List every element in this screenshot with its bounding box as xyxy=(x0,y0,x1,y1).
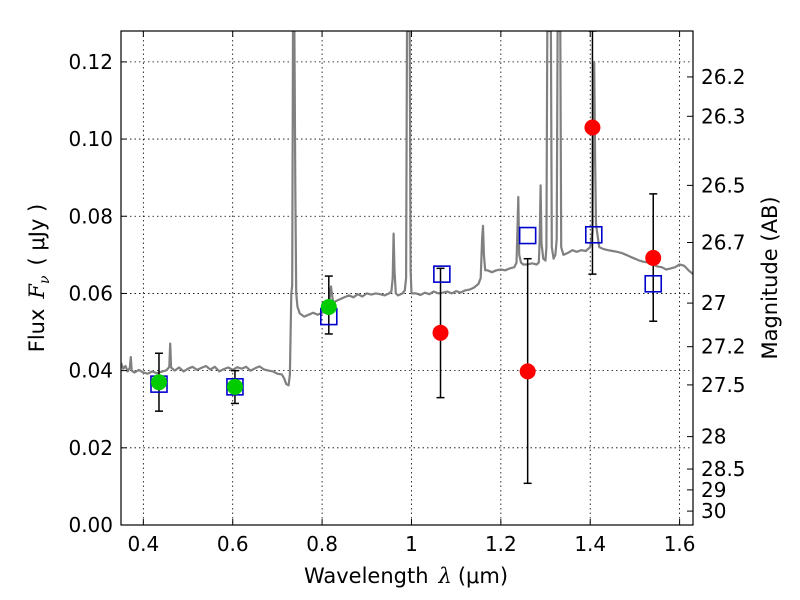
model-photometry-square xyxy=(433,265,451,283)
y2-tick-label: 27.5 xyxy=(701,373,746,397)
x-axis-label: Wavelength λ (μm) xyxy=(304,564,508,588)
observed-photometry-point xyxy=(320,298,337,315)
observed-photometry xyxy=(150,119,662,395)
x-tick-label: 1.2 xyxy=(485,532,517,556)
plot-frame xyxy=(120,30,694,526)
y-tick-label: 0.12 xyxy=(68,50,113,74)
spectrum-line xyxy=(121,31,693,387)
y2-tick-label: 27 xyxy=(701,291,726,315)
y-tick-label: 0.08 xyxy=(68,204,113,228)
y2-tick-label: 26.2 xyxy=(701,65,746,89)
y2-tick-label: 26.7 xyxy=(701,230,746,254)
x-tick-label: 1 xyxy=(405,532,418,556)
observed-photometry-point xyxy=(584,119,601,136)
y2-tick-label: 27.2 xyxy=(701,335,746,359)
x-tick-label: 0.8 xyxy=(306,532,338,556)
model-photometry-square xyxy=(518,226,537,245)
y2-axis-label: Magnitude (AB) xyxy=(758,196,782,359)
y2-tick-label: 26.3 xyxy=(701,104,746,128)
observed-photometry-point xyxy=(645,249,662,266)
y2-tick-label: 29 xyxy=(701,478,726,502)
y-tick-label: 0.02 xyxy=(68,436,113,460)
model-spectrum xyxy=(121,31,693,387)
x-tick-label: 0.4 xyxy=(127,532,159,556)
y2-tick-label: 26.5 xyxy=(701,173,746,197)
y-tick-label: 0.04 xyxy=(68,359,113,383)
y2-tick-label: 30 xyxy=(701,499,726,523)
y-tick-label: 0.10 xyxy=(68,127,113,151)
y-tick-label: 0.00 xyxy=(68,513,113,537)
y2-tick-label: 28 xyxy=(701,425,726,449)
x-tick-label: 0.6 xyxy=(217,532,249,556)
y2-tick-label: 28.5 xyxy=(701,457,746,481)
observed-photometry-point xyxy=(226,378,243,395)
y-axis-label: FluxFν( μJy ) xyxy=(25,204,53,352)
observed-photometry-point xyxy=(150,374,167,391)
x-tick-label: 1.4 xyxy=(574,532,606,556)
ticks: 0.4 0.6 0.8 1 1.2 1.4 1.6 0.00 0.02 0.04 0.06 0.08 0… xyxy=(68,31,746,556)
x-tick-label: 1.6 xyxy=(664,532,696,556)
observed-photometry-point xyxy=(519,363,536,380)
observed-photometry-point xyxy=(432,324,449,341)
y-tick-label: 0.06 xyxy=(68,281,113,305)
model-photometry-square xyxy=(584,225,603,244)
model-photometry-square xyxy=(644,274,663,293)
